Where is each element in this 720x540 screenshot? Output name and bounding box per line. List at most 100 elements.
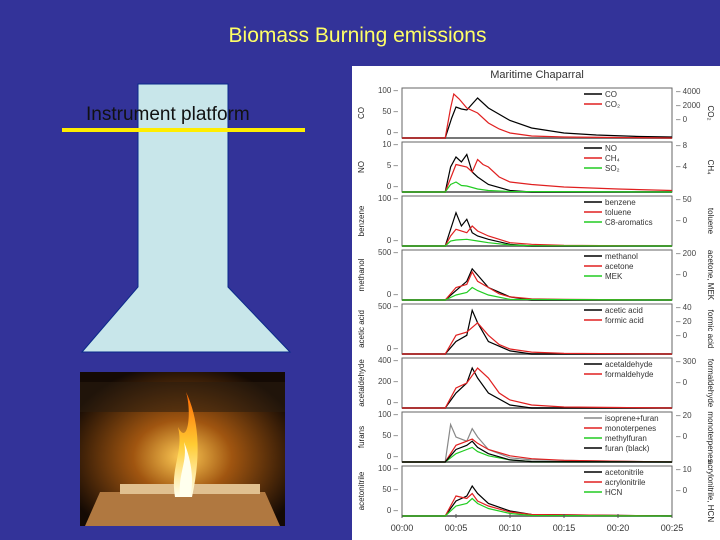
x-tick-label: 00:05 (445, 523, 468, 533)
y-tick-label: 0 – (387, 182, 399, 191)
legend-label: toluene (605, 208, 632, 217)
legend-label: formaldehyde (605, 370, 654, 379)
legend-label: benzene (605, 198, 636, 207)
y2-tick-label: – 20 (676, 411, 692, 420)
y2-tick-label: – 0 (676, 115, 688, 124)
y-tick-label: 5 – (387, 161, 399, 170)
emissions-figure: Maritime Chaparral 100 – 50 – 0 – – 4000 – 20… (352, 66, 720, 540)
series-line (402, 497, 673, 517)
y-tick-label: 0 – (387, 344, 399, 353)
series-line (402, 238, 673, 247)
y-axis-label: methanol (357, 258, 366, 291)
y2-tick-label: – 200 (676, 249, 697, 258)
y-tick-label: 0 – (387, 128, 399, 137)
y-axis-label: CO (357, 107, 366, 119)
series-line (402, 153, 672, 193)
y2-axis-label: acrylonitrile, HCN (706, 460, 715, 522)
y-tick-label: 50 – (382, 485, 398, 494)
x-tick-label: 00:00 (391, 523, 414, 533)
series-line (402, 492, 673, 517)
y-tick-label: 0 – (387, 398, 399, 407)
y-axis-label: furans (357, 426, 366, 448)
legend-label: acetonitrile (605, 468, 644, 477)
y-tick-label: 0 – (387, 236, 399, 245)
legend-label: NO (605, 144, 617, 153)
y2-tick-label: – 2000 (676, 101, 701, 110)
series-line (402, 267, 672, 301)
series-line (402, 367, 673, 409)
legend-label: acetone (605, 262, 634, 271)
series-line (402, 97, 673, 139)
y-axis-label: benzene (357, 205, 366, 236)
y2-axis-label: formic acid (706, 310, 715, 349)
y-tick-label: 0 – (387, 452, 399, 461)
x-tick-label: 00:20 (607, 523, 630, 533)
panel-frame (401, 87, 673, 139)
instrument-platform-stack (62, 83, 305, 353)
y-tick-label: 400 – (378, 356, 399, 365)
y-tick-label: 100 – (378, 86, 399, 95)
y2-tick-label: – 0 (676, 432, 688, 441)
y2-tick-label: – 0 (676, 331, 688, 340)
y-tick-label: 0 – (387, 290, 399, 299)
legend-label: C8-aromatics (605, 218, 653, 227)
y2-tick-label: – 0 (676, 486, 688, 495)
y-axis-label: acetonitrile (357, 471, 366, 510)
y-tick-label: 50 – (382, 107, 398, 116)
y2-tick-label: – 10 (676, 465, 692, 474)
legend-label: CO₂ (605, 100, 620, 109)
series-line (402, 181, 673, 193)
legend-label: methylfuran (605, 434, 647, 443)
legend-label: acrylonitrile (605, 478, 646, 487)
y-tick-label: 50 – (382, 431, 398, 440)
legend-label: methanol (605, 252, 638, 261)
platform-label: Instrument platform (86, 104, 250, 125)
legend-label: HCN (605, 488, 623, 497)
y2-tick-label: – 0 (676, 270, 688, 279)
legend-label: SO₂ (605, 164, 620, 173)
legend-label: CO (605, 90, 617, 99)
y-tick-label: 100 – (378, 410, 399, 419)
y-tick-label: 100 – (378, 464, 399, 473)
series-line (402, 225, 673, 247)
series-line (402, 158, 673, 193)
y-tick-label: 100 – (378, 194, 399, 203)
y-tick-label: 10 – (382, 140, 398, 149)
emissions-chart: Maritime Chaparral 100 – 50 – 0 – – 4000 – 20… (357, 69, 715, 533)
legend-label: MEK (605, 272, 623, 281)
y-tick-label: 500 – (378, 302, 399, 311)
series-line (402, 484, 673, 517)
y2-tick-label: – 50 (676, 195, 692, 204)
y2-tick-label: – 0 (676, 378, 688, 387)
y2-tick-label: – 4 (676, 162, 688, 171)
series-line (402, 440, 673, 463)
slide-title: Biomass Burning emissions (228, 24, 487, 47)
legend-label: isoprene+furan (605, 414, 659, 423)
y-axis-label: acetic acid (357, 310, 366, 348)
x-tick-label: 00:15 (553, 523, 576, 533)
y2-axis-label: CO₂ (706, 105, 715, 120)
y-tick-label: 200 – (378, 377, 399, 386)
series-line (402, 321, 673, 355)
legend-label: acetic acid (605, 306, 643, 315)
y2-tick-label: – 300 (676, 357, 697, 366)
y-tick-label: 500 – (378, 248, 399, 257)
chart-title: Maritime Chaparral (490, 69, 584, 81)
series-line (402, 270, 673, 301)
y2-tick-label: – 20 (676, 317, 692, 326)
legend-label: CH₄ (605, 154, 620, 163)
y-tick-label: 0 – (387, 506, 399, 515)
exhaust-stack (80, 83, 292, 353)
platform-bar (62, 128, 305, 132)
y2-tick-label: – 40 (676, 303, 692, 312)
series-line (402, 286, 673, 301)
legend-label: monoterpenes (605, 424, 656, 433)
y2-tick-label: – 8 (676, 141, 688, 150)
legend-label: formic acid (605, 316, 644, 325)
y2-tick-label: – 0 (676, 216, 688, 225)
x-tick-label: 00:10 (499, 523, 522, 533)
legend-label: acetaldehyde (605, 360, 653, 369)
y2-axis-label: formaldehyde (706, 359, 715, 408)
y2-axis-label: monoterpenes (706, 411, 715, 462)
y-axis-label: acetaldehyde (357, 359, 366, 407)
